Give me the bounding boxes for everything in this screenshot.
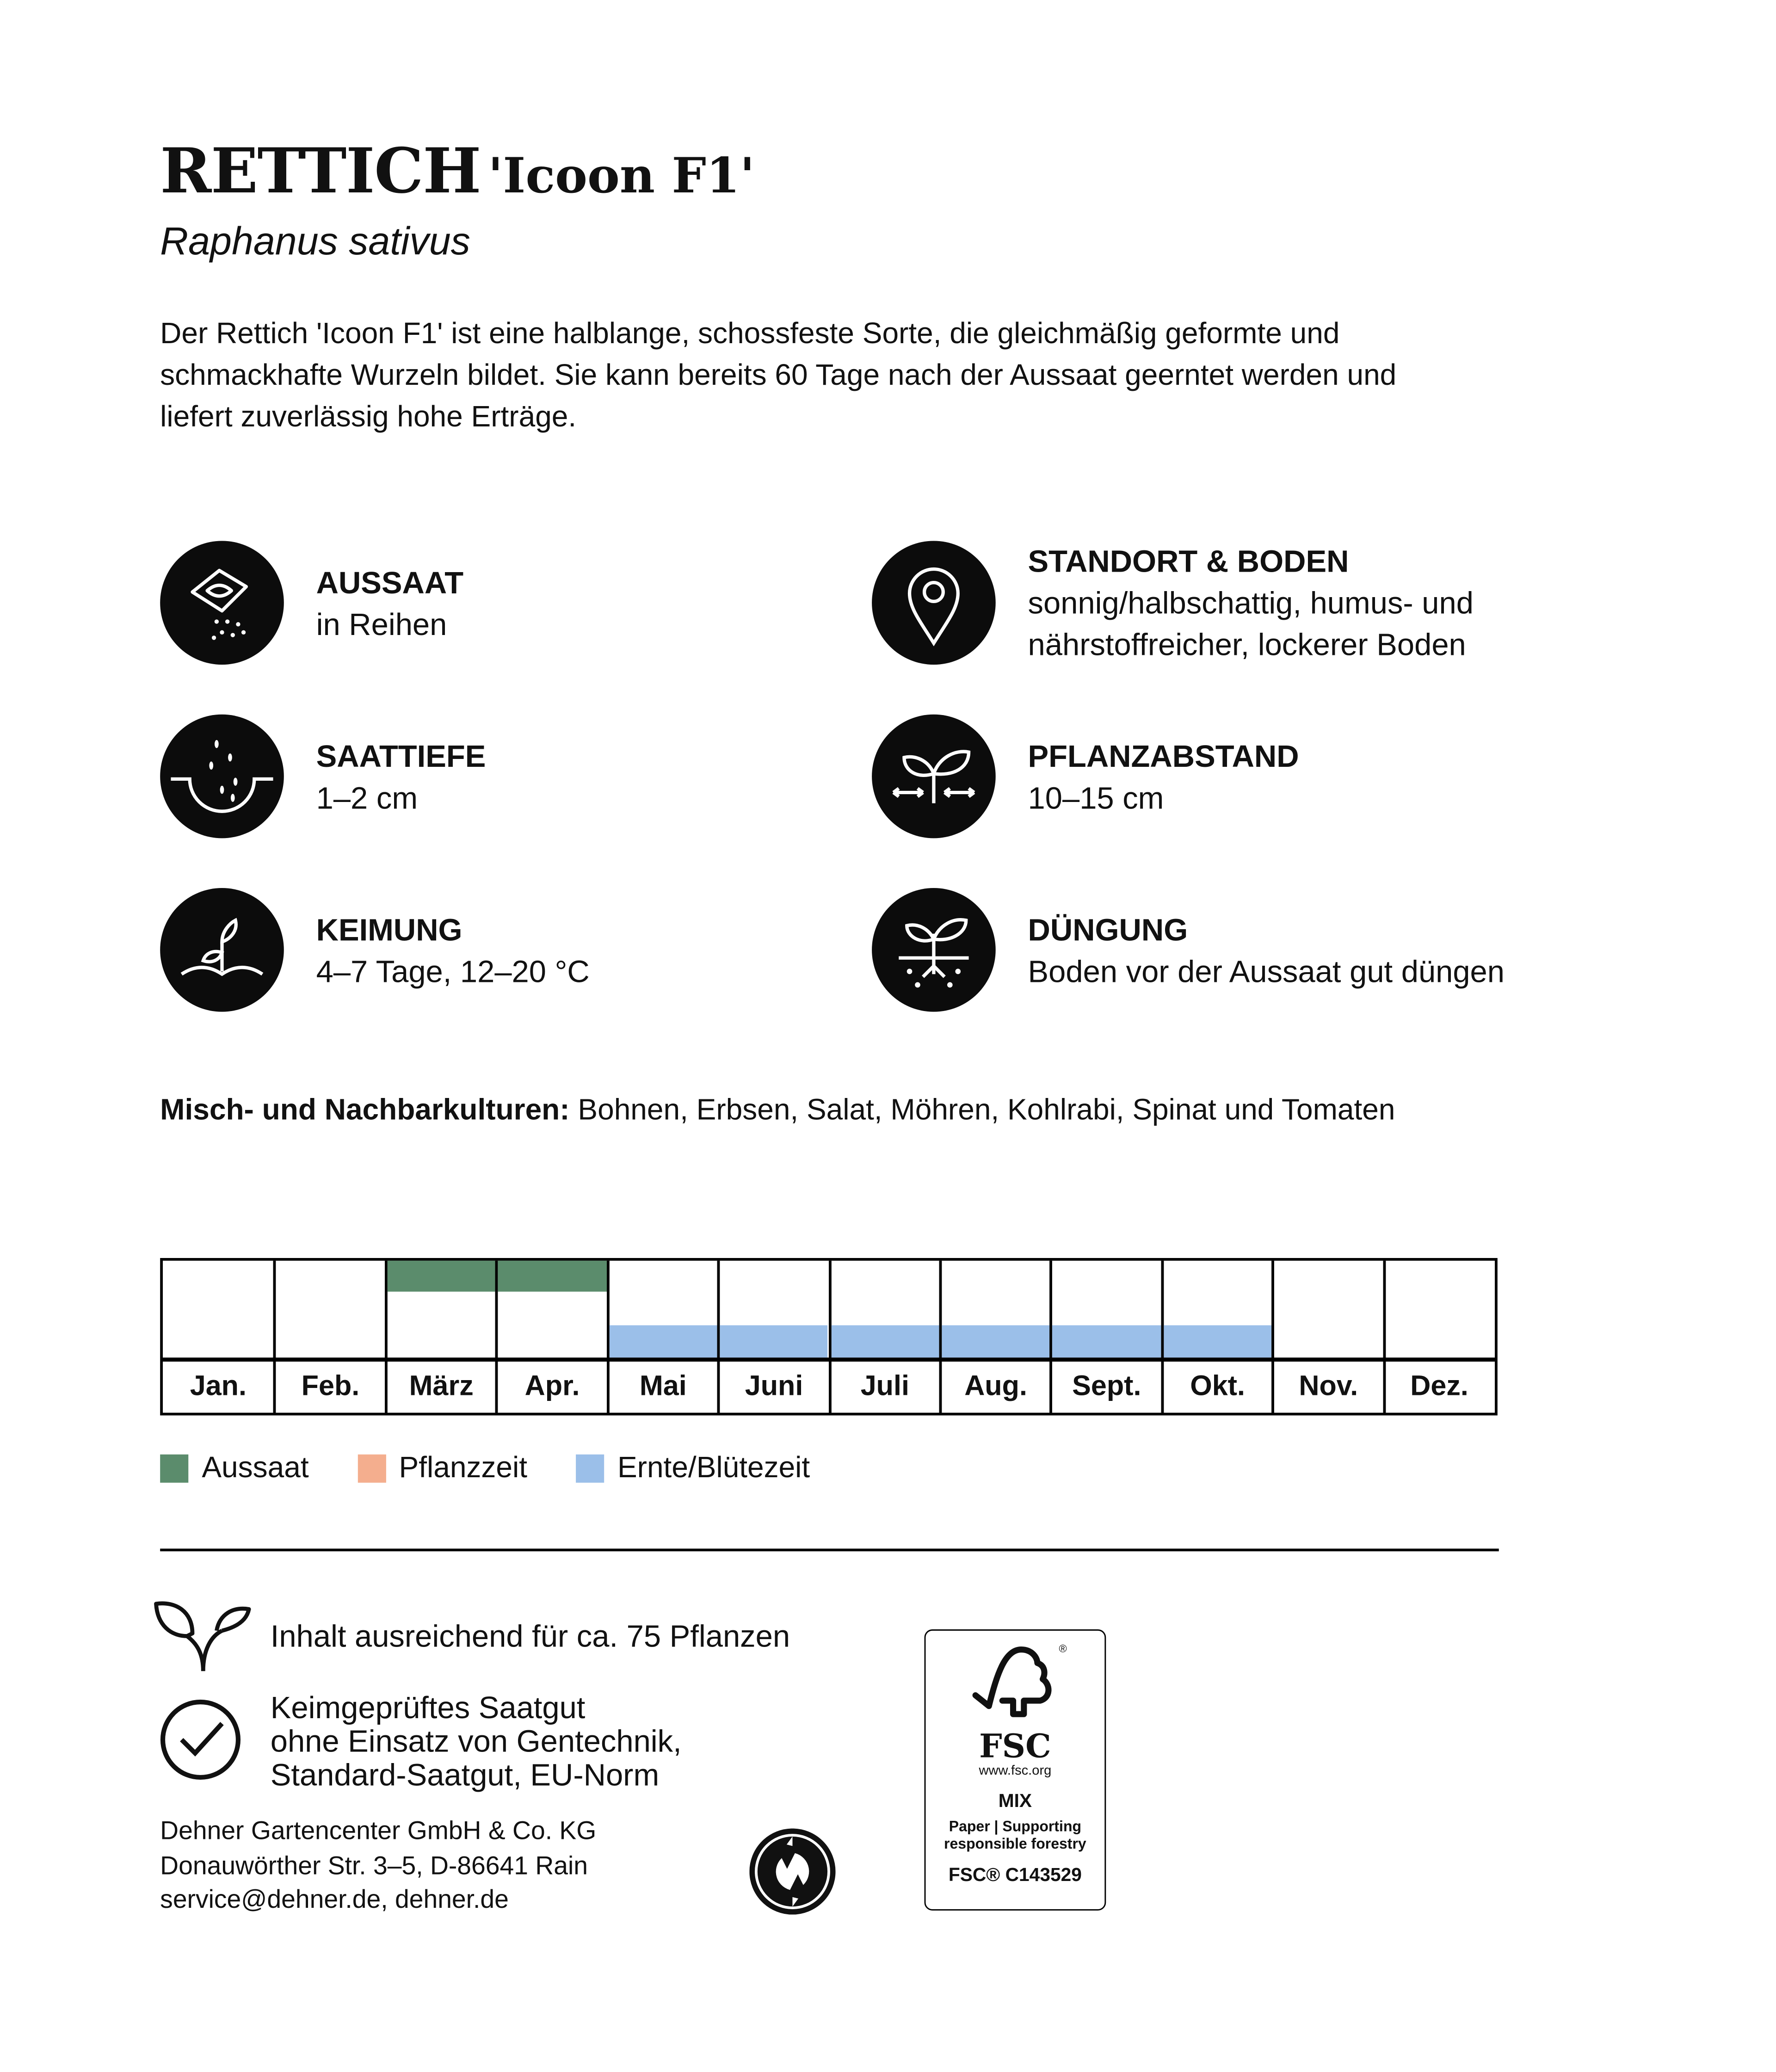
feature-heading: SAATTIEFE [316,739,486,774]
calendar-month: Nov. [1271,1260,1383,1413]
leaf-icon [152,1596,254,1679]
month-label: Okt. [1190,1371,1246,1402]
feature-duengung: DÜNGUNG Boden vor der Aussaat gut düngen [872,888,1572,1012]
divider [160,1548,1499,1552]
month-label: Apr. [524,1371,580,1402]
fsc-claim: Paper | Supporting [949,1819,1082,1836]
month-label: Juli [860,1371,909,1402]
month-label: Sept. [1072,1371,1141,1402]
fsc-url: www.fsc.org [979,1764,1052,1779]
feature-heading: STANDORT & BODEN [1028,543,1349,579]
calendar-month: März [384,1260,496,1413]
legend-label: Pflanzzeit [399,1450,528,1484]
fsc-type: MIX [998,1789,1032,1811]
month-label: Jan. [190,1371,247,1402]
fsc-label: ® FSC www.fsc.org MIX Paper | Supporting… [924,1629,1106,1911]
feature-text: 10–15 cm [1028,780,1164,815]
fertilizer-roots-icon [872,888,996,1012]
product-title: RETTICH 'Icoon F1' [160,135,755,207]
feature-heading: AUSSAAT [316,565,464,600]
month-label: Dez. [1410,1371,1468,1402]
companion-list: Bohnen, Erbsen, Salat, Möhren, Kohlrabi,… [578,1092,1395,1126]
ernte-bar [609,1325,717,1358]
quality-line: ohne Einsatz von Gentechnik, [270,1723,682,1759]
fsc-tree-logo: ® [972,1642,1066,1717]
legend-ernte: Ernte/Blütezeit [575,1450,810,1486]
ernte-bar [831,1325,939,1358]
content-amount: Inhalt ausreichend für ca. 75 Pflanzen [270,1618,790,1654]
legend-label: Aussaat [202,1450,309,1484]
aussaat-bar [387,1260,496,1292]
feature-text: 1–2 cm [316,780,418,815]
feature-saattiefe: SAATTIEFE 1–2 cm [160,714,860,839]
seed-packet-icon [160,541,284,665]
calendar-month: Mai [606,1260,717,1413]
calendar-month: Okt. [1160,1260,1272,1413]
feature-text: in Reihen [316,607,447,642]
calendar-month: Feb. [273,1260,385,1413]
calendar-month: Apr. [495,1260,607,1413]
svg-text:®: ® [1058,1642,1066,1654]
feature-heading: DÜNGUNG [1028,912,1188,948]
companion-plants: Misch- und Nachbarkulturen: Bohnen, Erbs… [160,1092,1395,1128]
description: Der Rettich 'Icoon F1' ist eine halblang… [160,316,1397,433]
legend-swatch [160,1454,189,1482]
ernte-bar [1052,1325,1161,1358]
feature-text: sonnig/halbschattig, humus- und nährstof… [1028,585,1474,662]
company-address: Dehner Gartencenter GmbH & Co. KG Donauw… [160,1815,596,1918]
quality-line: Keimgeprüftes Saatgut [270,1690,586,1725]
month-label: Aug. [964,1371,1027,1402]
feature-keimung: KEIMUNG 4–7 Tage, 12–20 °C [160,888,860,1012]
ernte-bar [720,1325,828,1358]
legend-swatch [357,1454,386,1482]
quality-statement: Keimgeprüftes Saatgut ohne Einsatz von G… [270,1690,682,1792]
legend-label: Ernte/Blütezeit [617,1450,810,1484]
companion-label: Misch- und Nachbarkulturen: [160,1092,570,1126]
address-line: service@dehner.de, dehner.de [160,1886,509,1915]
month-label: Nov. [1299,1371,1358,1402]
feature-heading: PFLANZABSTAND [1028,739,1299,774]
feature-aussaat: AUSSAAT in Reihen [160,541,860,665]
fsc-claim: responsible forestry [944,1836,1086,1853]
month-label: Feb. [301,1371,360,1402]
fsc-logo-text: FSC [979,1726,1051,1765]
calendar-month: Sept. [1050,1260,1161,1413]
latin-name: Raphanus sativus [160,221,470,264]
sprout-icon [160,888,284,1012]
month-label: Mai [639,1371,687,1402]
calendar-month: Aug. [939,1260,1050,1413]
product-name: RETTICH [160,134,481,208]
month-label: März [409,1371,474,1402]
address-line: Dehner Gartencenter GmbH & Co. KG [160,1818,597,1846]
aussaat-bar [498,1260,607,1292]
feature-text: Boden vor der Aussaat gut düngen [1028,954,1505,989]
legend-pflanzzeit: Pflanzzeit [357,1450,527,1486]
calendar-separator [163,1357,1495,1361]
legend-swatch [575,1454,604,1482]
sowing-calendar: Jan. Feb. März Apr. Mai Juni Juli Aug. Sept. Okt.… [160,1258,1498,1416]
calendar-month: Dez. [1382,1260,1493,1413]
ernte-bar [1163,1325,1272,1358]
check-circle-icon [159,1698,242,1787]
legend-aussaat: Aussaat [160,1450,309,1486]
ernte-bar [942,1325,1050,1358]
quality-line: Standard-Saatgut, EU-Norm [270,1757,660,1792]
feature-pflanzabstand: PFLANZABSTAND 10–15 cm [872,714,1572,839]
feature-heading: KEIMUNG [316,912,462,948]
address-line: Donauwörther Str. 3–5, D-86641 Rain [160,1852,588,1881]
sowing-depth-icon [160,714,284,839]
month-label: Juni [745,1371,803,1402]
calendar-month: Juni [717,1260,828,1413]
calendar-month: Jan. [163,1261,274,1413]
fsc-code: FSC® C143529 [948,1863,1082,1885]
plant-spacing-icon [872,714,996,839]
location-pin-icon [872,541,996,665]
variety-name: 'Icoon F1' [488,148,755,205]
green-dot-recycling-icon [749,1828,836,1920]
feature-standort: STANDORT & BODEN sonnig/halbschattig, hum… [872,541,1572,665]
feature-text: 4–7 Tage, 12–20 °C [316,954,590,989]
calendar-month: Juli [828,1260,939,1413]
calendar-legend: Aussaat Pflanzzeit Ernte/Blütezeit [160,1450,810,1486]
